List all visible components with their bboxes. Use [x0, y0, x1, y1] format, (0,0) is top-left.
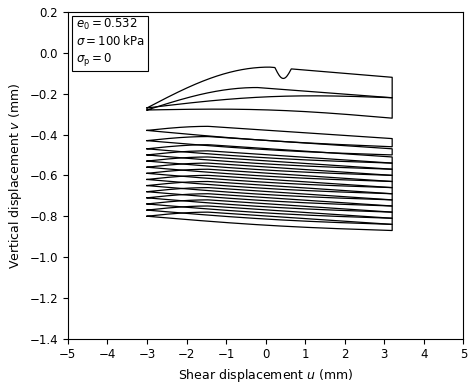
X-axis label: Shear displacement $u$ (mm): Shear displacement $u$ (mm)	[178, 367, 353, 384]
Y-axis label: Vertical displacement $v$ (mm): Vertical displacement $v$ (mm)	[7, 82, 24, 269]
Text: $e_0 = 0.532$
$\sigma = 100\,\mathrm{kPa}$
$\sigma_\mathrm{p} = 0$: $e_0 = 0.532$ $\sigma = 100\,\mathrm{kPa…	[76, 17, 144, 68]
